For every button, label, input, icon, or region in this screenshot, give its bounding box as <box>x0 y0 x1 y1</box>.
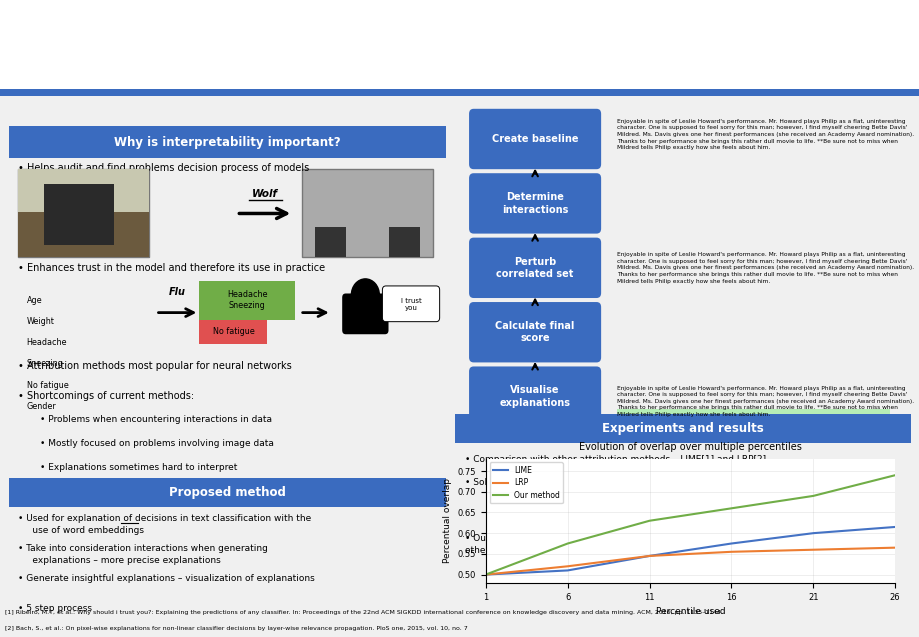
FancyBboxPatch shape <box>9 126 446 157</box>
Text: • Explanations sometimes hard to interpret: • Explanations sometimes hard to interpr… <box>40 463 237 472</box>
Text: Weight: Weight <box>27 317 54 326</box>
Text: Enjoyable in spite of Leslie Howard's performance. Mr. Howard plays Philip as a : Enjoyable in spite of Leslie Howard's pe… <box>617 385 913 417</box>
FancyBboxPatch shape <box>617 409 890 415</box>
LRP <box>643 552 654 560</box>
Text: I trust
you: I trust you <box>401 297 421 311</box>
LIME <box>480 571 491 578</box>
FancyBboxPatch shape <box>18 212 149 257</box>
FancyBboxPatch shape <box>469 109 600 169</box>
Our method <box>643 517 654 525</box>
FancyBboxPatch shape <box>469 238 600 298</box>
Text: • Attribution methods most popular for neural networks: • Attribution methods most popular for n… <box>18 361 291 371</box>
Text: • Problems when encountering interactions in data: • Problems when encountering interaction… <box>40 415 271 424</box>
Line: LIME: LIME <box>485 527 894 575</box>
Text: AND INFORMATION TECHNOLOGIES: AND INFORMATION TECHNOLOGIES <box>611 68 769 77</box>
Text: No fatigue: No fatigue <box>212 327 254 336</box>
FancyBboxPatch shape <box>9 478 446 507</box>
FancyBboxPatch shape <box>342 294 388 334</box>
FancyBboxPatch shape <box>301 169 433 257</box>
Text: No fatigue: No fatigue <box>27 380 68 390</box>
Our method <box>480 571 491 578</box>
Text: • 5 step process: • 5 step process <box>18 605 92 613</box>
LRP <box>562 562 573 570</box>
FancyBboxPatch shape <box>18 169 149 212</box>
Text: Age: Age <box>27 296 42 305</box>
LIME <box>807 529 818 537</box>
FancyBboxPatch shape <box>469 366 600 427</box>
Text: • Shortcomings of current methods:: • Shortcomings of current methods: <box>18 390 194 401</box>
LIME <box>562 567 573 575</box>
Text: FACULTY OF INFORMATICS: FACULTY OF INFORMATICS <box>611 48 727 57</box>
Text: Enjoyable in spite of Leslie Howard's performance. Mr. Howard plays Philip as a : Enjoyable in spite of Leslie Howard's pe… <box>617 119 913 150</box>
Text: • Helps audit and find problems decision process of models: • Helps audit and find problems decision… <box>18 163 309 173</box>
LRP <box>889 544 900 552</box>
Text: Flu: Flu <box>169 287 186 297</box>
FancyBboxPatch shape <box>199 281 295 320</box>
FancyBboxPatch shape <box>469 302 600 362</box>
Our method <box>725 505 736 512</box>
Text: FIIT: FIIT <box>550 55 584 73</box>
Our method <box>807 492 818 500</box>
Text: • Comparison with other attribution methods – LIME[1] and LRP[2]: • Comparison with other attribution meth… <box>464 455 765 464</box>
Text: Headache: Headache <box>27 338 67 347</box>
FancyBboxPatch shape <box>389 227 419 257</box>
Text: Used in Data Analysis: Used in Data Analysis <box>9 35 228 53</box>
Text: SLOVAK UNIVERSITY OF: SLOVAK UNIVERSITY OF <box>611 8 732 17</box>
Text: Headache
Sneezing: Headache Sneezing <box>227 290 267 310</box>
FancyBboxPatch shape <box>44 184 114 245</box>
Text: • Mostly focused on problems involving image data: • Mostly focused on problems involving i… <box>40 439 273 448</box>
LRP <box>725 548 736 555</box>
Text: Sneezing: Sneezing <box>27 359 63 368</box>
Text: • Enhances trust in the model and therefore its use in practice: • Enhances trust in the model and theref… <box>18 263 324 273</box>
Line: Our method: Our method <box>485 475 894 575</box>
Our method <box>562 540 573 547</box>
Text: Gender: Gender <box>27 402 56 411</box>
Text: Create baseline: Create baseline <box>492 134 578 144</box>
Text: Enjoyable in spite of Leslie Howard's performance. Mr. Howard plays Philip as a : Enjoyable in spite of Leslie Howard's pe… <box>617 252 913 283</box>
LIME <box>889 523 900 531</box>
Text: Supervisor: Ing. Jakub Ševcech, PhD.: Supervisor: Ing. Jakub Ševcech, PhD. <box>9 82 188 93</box>
FancyBboxPatch shape <box>382 286 439 322</box>
Text: Determine
interactions: Determine interactions <box>502 192 568 215</box>
Text: [2] Bach, S., et al.: On pixel-wise explanations for non-linear classifier decis: [2] Bach, S., et al.: On pixel-wise expl… <box>5 626 467 631</box>
Text: Proposed method: Proposed method <box>169 486 286 499</box>
Text: • Our method is better at finding important features that are
otherwise overlook: • Our method is better at finding import… <box>464 534 741 555</box>
Our method <box>889 471 900 479</box>
FancyBboxPatch shape <box>469 173 600 234</box>
Text: Why is interpretability important?: Why is interpretability important? <box>114 136 341 148</box>
FancyBboxPatch shape <box>455 414 910 443</box>
Text: Author: Branislav Pecher: Author: Branislav Pecher <box>9 63 130 73</box>
FancyBboxPatch shape <box>199 320 267 344</box>
Text: Interpretability of Neural Network Models: Interpretability of Neural Network Model… <box>9 4 434 23</box>
Title: Evolution of overlap over multiple percentiles: Evolution of overlap over multiple perce… <box>578 442 801 452</box>
Text: TECHNOLOGY IN BRATISLAVA: TECHNOLOGY IN BRATISLAVA <box>611 27 758 37</box>
Line: LRP: LRP <box>485 548 894 575</box>
X-axis label: Percentile used: Percentile used <box>655 607 724 616</box>
Text: Experiments and results: Experiments and results <box>602 422 763 435</box>
LRP <box>807 546 818 554</box>
FancyBboxPatch shape <box>314 227 346 257</box>
FancyBboxPatch shape <box>18 169 149 257</box>
Text: • Generate insightful explanations – visualization of explanations: • Generate insightful explanations – vis… <box>18 575 314 583</box>
Y-axis label: Percentual overlap: Percentual overlap <box>443 478 451 563</box>
Text: STU: STU <box>550 20 586 38</box>
Legend: LIME, LRP, Our method: LIME, LRP, Our method <box>489 462 562 503</box>
Text: • Solution: User experiment to determine ground truth: • Solution: User experiment to determine… <box>464 478 713 487</box>
Text: Perturb
correlated set: Perturb correlated set <box>496 257 573 279</box>
LRP <box>480 571 491 578</box>
Text: Wolf: Wolf <box>252 189 278 199</box>
Text: [1] Ribeiro, M.T, et al.: Why should i trust you?: Explaining the predictions of: [1] Ribeiro, M.T, et al.: Why should i t… <box>5 610 721 615</box>
Circle shape <box>351 279 379 311</box>
Text: Visualise
explanations: Visualise explanations <box>499 385 570 408</box>
LIME <box>643 552 654 560</box>
Text: • Take into consideration interactions when generating
     explanations – more : • Take into consideration interactions w… <box>18 544 267 565</box>
Text: • Used for explanation of decisions in text classification with the
     use of : • Used for explanation of decisions in t… <box>18 514 311 534</box>
Text: Calculate final
score: Calculate final score <box>494 321 574 343</box>
LIME <box>725 540 736 547</box>
